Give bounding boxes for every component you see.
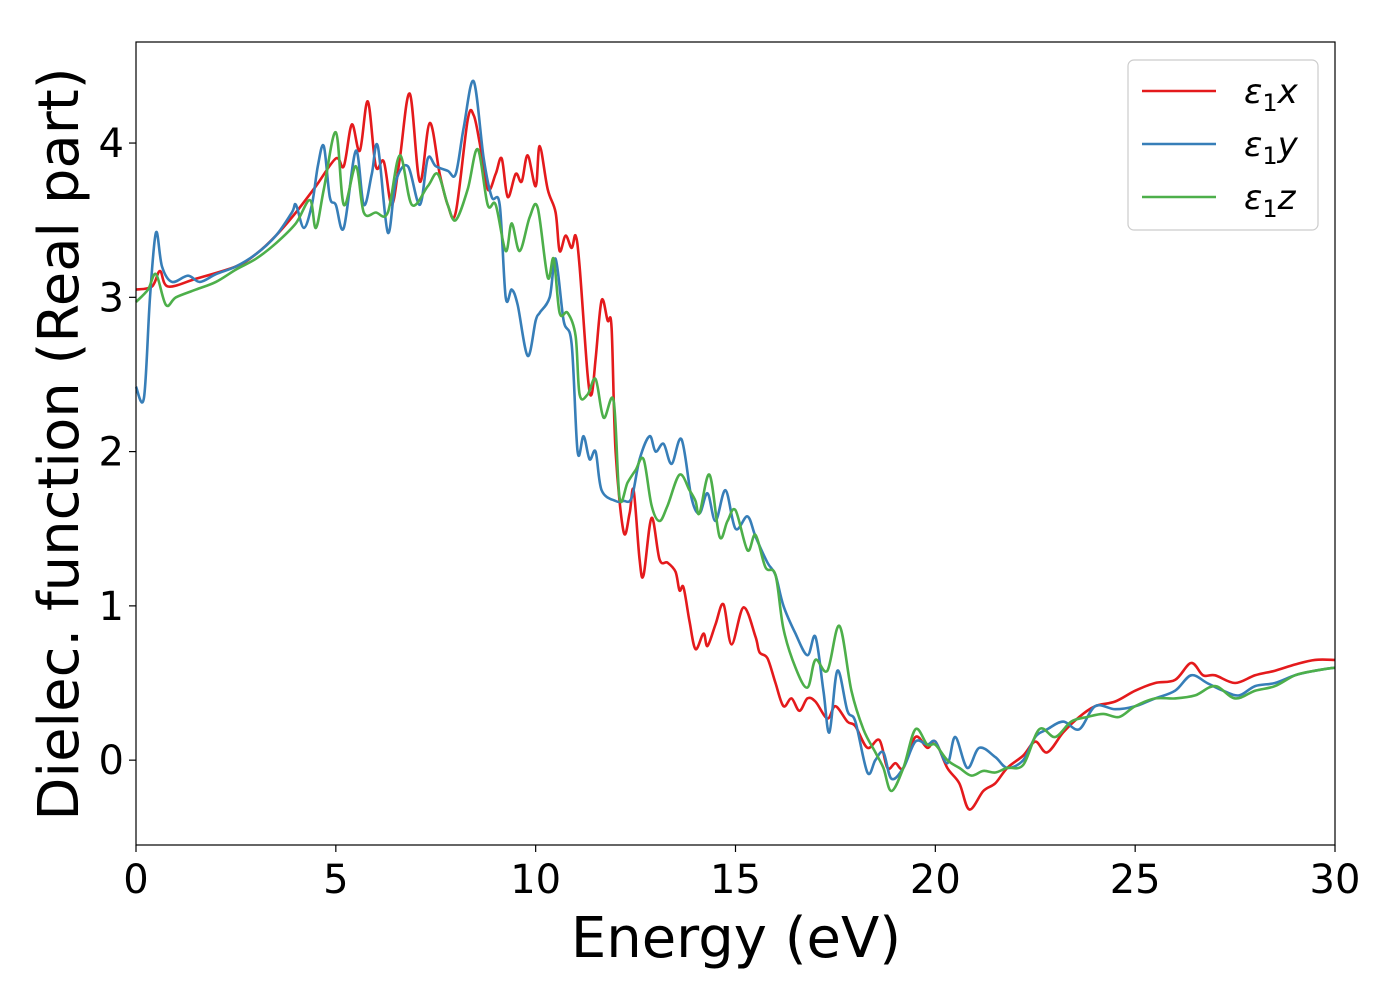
legend: ε1x ε1y ε1z <box>1127 59 1319 231</box>
x-tick-label: 25 <box>1110 857 1161 903</box>
legend-label-z: ε1z <box>1244 178 1297 223</box>
x-tick-label: 20 <box>910 857 961 903</box>
x-axis-label: Energy (eV) <box>571 906 901 971</box>
y-tick-label: 3 <box>99 275 124 321</box>
legend-label-y: ε1y <box>1244 125 1299 170</box>
series-line-z <box>135 130 1336 793</box>
ticks-layer: 0 5 10 15 20 25 30 0 1 2 3 4 <box>99 121 1361 903</box>
legend-box <box>1127 59 1319 231</box>
x-tick-label: 0 <box>123 857 148 903</box>
x-tick-label: 10 <box>510 857 561 903</box>
y-axis-label: Dielec. function (Real part) <box>27 67 92 820</box>
y-tick-label: 2 <box>99 430 124 476</box>
series-layer <box>134 79 1336 811</box>
y-tick-label: 0 <box>99 738 124 784</box>
y-tick-label: 1 <box>99 584 124 630</box>
series-line-x <box>135 92 1336 811</box>
x-tick-label: 30 <box>1310 857 1361 903</box>
x-tick-label: 5 <box>323 857 348 903</box>
x-tick-label: 15 <box>710 857 761 903</box>
y-tick-label: 4 <box>99 121 124 167</box>
legend-label-x: ε1x <box>1244 72 1299 117</box>
